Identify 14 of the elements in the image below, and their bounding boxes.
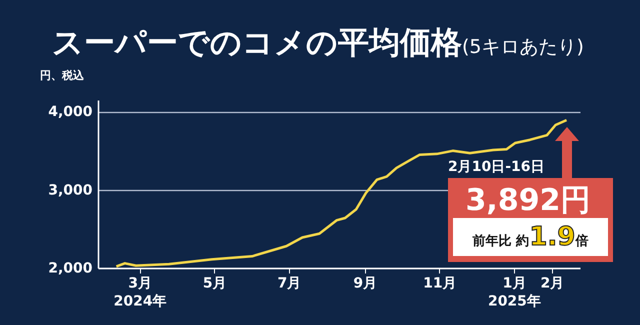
x-tick-label: 2月 bbox=[540, 276, 564, 292]
y-axis-title: 円、税込 bbox=[40, 68, 84, 83]
x-tick-label: 7月 bbox=[277, 276, 302, 292]
y-tick-label: 2,000 bbox=[48, 260, 93, 276]
annotation: 2月10日-16日 bbox=[448, 158, 545, 176]
x-tick-label: 9月 bbox=[353, 276, 378, 292]
x-tick-label: 1月 2025年 bbox=[488, 276, 541, 310]
y-tick-label: 4,000 bbox=[48, 104, 93, 120]
x-tick-label: 11月 bbox=[423, 276, 457, 292]
chart-subtitle: (5キロあたり) bbox=[462, 36, 584, 58]
x-tick-label: 3月 2024年 bbox=[114, 276, 167, 310]
x-tick-label: 5月 bbox=[202, 276, 227, 292]
annotation: 3,892円 bbox=[464, 182, 592, 220]
y-tick-label: 3,000 bbox=[48, 182, 93, 198]
